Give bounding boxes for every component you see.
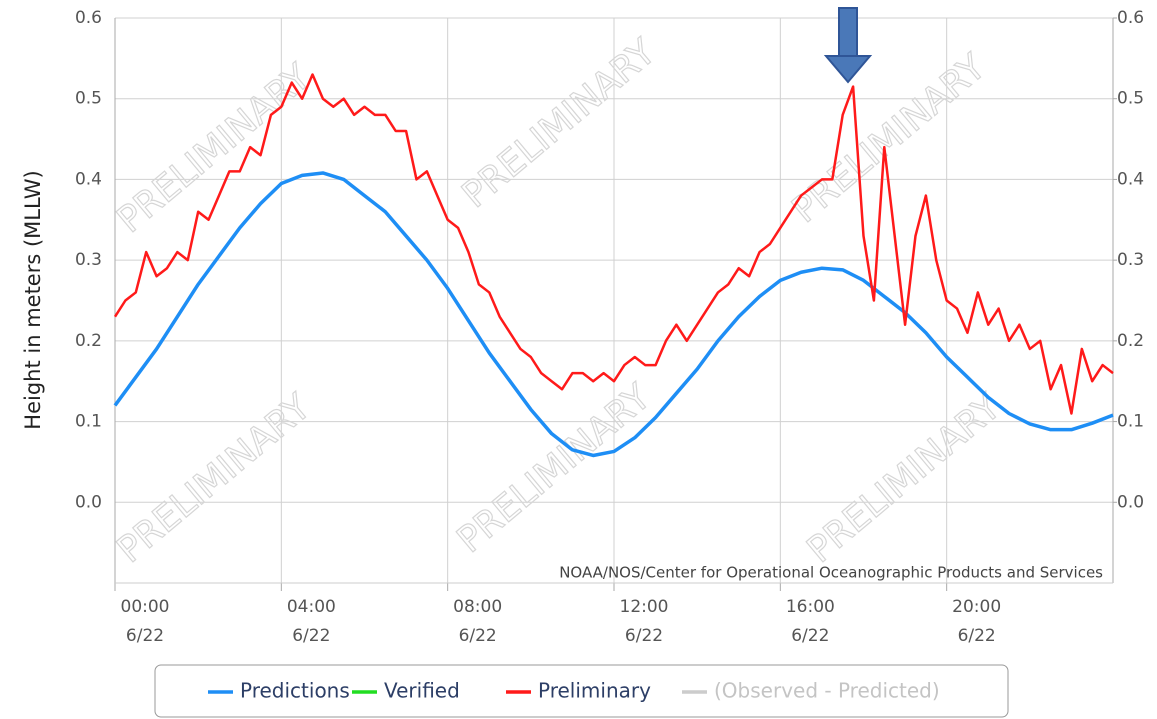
legend-box xyxy=(154,664,1009,718)
y-tick-label: 0.5 xyxy=(75,89,102,109)
watermark: PRELIMINARY xyxy=(110,56,320,241)
y2-tick-label: 0.6 xyxy=(1117,8,1144,28)
legend-label: Predictions xyxy=(240,679,350,703)
y2-tick-label: 0.4 xyxy=(1117,169,1144,189)
series-line xyxy=(113,171,1114,458)
y2-tick-label: 0.3 xyxy=(1117,250,1144,270)
x-tick-label: 00:00 xyxy=(121,597,170,617)
y-tick-label: 0.1 xyxy=(75,412,102,432)
watermark: PRELIMINARY xyxy=(450,376,660,561)
y2-tick-label: 0.0 xyxy=(1117,492,1144,512)
watermark: PRELIMINARY xyxy=(455,31,665,216)
x-tick-date: 6/22 xyxy=(292,626,330,646)
x-tick-date: 6/22 xyxy=(625,626,663,646)
x-tick-date: 6/22 xyxy=(459,626,497,646)
x-tick-label: 08:00 xyxy=(453,597,502,617)
y-tick-label: 0.4 xyxy=(75,169,102,189)
x-tick-label: 04:00 xyxy=(287,597,336,617)
x-tick-label: 12:00 xyxy=(620,597,669,617)
y-tick-label: 0.2 xyxy=(75,331,102,351)
legend-label: Verified xyxy=(384,679,460,703)
y-axis-label: Height in meters (MLLW) xyxy=(21,170,45,429)
y-tick-label: 0.0 xyxy=(75,492,102,512)
credit: NOAA/NOS/Center for Operational Oceanogr… xyxy=(559,564,1103,582)
y2-tick-label: 0.5 xyxy=(1117,89,1144,109)
watermark: PRELIMINARY xyxy=(785,46,995,231)
y2-tick-label: 0.2 xyxy=(1117,331,1144,351)
series-line xyxy=(113,73,1114,415)
arrow-annotation xyxy=(823,7,873,84)
watermark: PRELIMINARY xyxy=(110,386,320,571)
x-tick-label: 20:00 xyxy=(952,597,1001,617)
x-tick-date: 6/22 xyxy=(791,626,829,646)
y2-tick-label: 0.1 xyxy=(1117,412,1144,432)
x-tick-date: 6/22 xyxy=(126,626,164,646)
legend-label: (Observed - Predicted) xyxy=(714,679,940,703)
legend-label: Preliminary xyxy=(538,679,651,703)
y-tick-label: 0.6 xyxy=(75,8,102,28)
watermark: PRELIMINARY xyxy=(800,386,1010,571)
x-tick-date: 6/22 xyxy=(958,626,996,646)
x-tick-label: 16:00 xyxy=(786,597,835,617)
y-tick-label: 0.3 xyxy=(75,250,102,270)
